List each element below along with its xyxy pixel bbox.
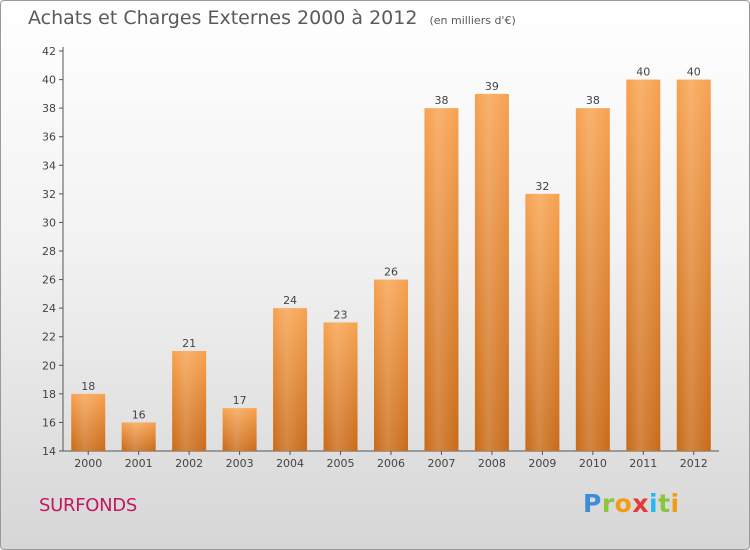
bar-highlight: [323, 322, 358, 451]
data-label: 40: [636, 66, 650, 79]
logo-letter: x: [632, 489, 649, 518]
data-label: 24: [283, 294, 297, 307]
y-tick-label: 42: [42, 45, 56, 58]
data-label: 40: [687, 66, 701, 79]
y-tick-label: 36: [42, 131, 56, 144]
y-tick-label: 32: [42, 188, 56, 201]
logo-letter: i: [649, 489, 659, 518]
bar-highlight: [474, 93, 509, 451]
data-label: 26: [384, 266, 398, 279]
data-label: 38: [434, 94, 448, 107]
logo-letter: i: [670, 489, 680, 518]
logo-letter: t: [658, 489, 671, 518]
x-tick-label: 2002: [175, 457, 203, 470]
y-tick-label: 18: [42, 388, 56, 401]
x-tick-label: 2000: [74, 457, 102, 470]
data-label: 32: [535, 180, 549, 193]
bar-highlight: [121, 422, 156, 451]
data-label: 18: [81, 380, 95, 393]
x-tick-label: 2010: [579, 457, 607, 470]
y-tick-label: 20: [42, 359, 56, 372]
x-tick-label: 2005: [327, 457, 355, 470]
bar-highlight: [525, 193, 560, 451]
x-tick-label: 2011: [629, 457, 657, 470]
y-tick-label: 28: [42, 245, 56, 258]
logo-letter: P: [583, 489, 602, 518]
chart-title-text: Achats et Charges Externes 2000 à 2012: [28, 7, 418, 29]
chart-title: Achats et Charges Externes 2000 à 2012 (e…: [28, 7, 516, 29]
bar-highlight: [71, 393, 106, 451]
y-tick-label: 30: [42, 216, 56, 229]
y-tick-label: 34: [42, 159, 56, 172]
bar-highlight: [222, 408, 257, 451]
x-tick-label: 2001: [125, 457, 153, 470]
bar-highlight: [424, 108, 459, 452]
y-tick-label: 24: [42, 302, 56, 315]
x-tick-label: 2008: [478, 457, 506, 470]
data-label: 17: [233, 394, 247, 407]
bar-highlight: [575, 108, 610, 452]
logo-letter: r: [601, 489, 615, 518]
data-label: 38: [586, 94, 600, 107]
y-tick-label: 38: [42, 102, 56, 115]
data-label: 16: [132, 408, 146, 421]
y-tick-label: 14: [42, 445, 56, 458]
bar-highlight: [374, 279, 408, 451]
x-tick-label: 2009: [528, 457, 556, 470]
commune-name: SURFONDS: [39, 495, 137, 516]
data-label: 23: [334, 308, 348, 321]
x-tick-label: 2007: [427, 457, 455, 470]
data-label: 39: [485, 80, 499, 93]
bar-highlight: [676, 79, 711, 452]
proxiti-logo: Proxiti: [583, 489, 680, 518]
logo-letter: o: [614, 489, 633, 518]
bar-highlight: [172, 351, 207, 451]
y-tick-label: 40: [42, 74, 56, 87]
x-tick-label: 2006: [377, 457, 405, 470]
bar-highlight: [273, 308, 308, 451]
y-tick-label: 16: [42, 416, 56, 429]
x-tick-label: 2012: [680, 457, 708, 470]
y-tick-label: 26: [42, 274, 56, 287]
x-tick-label: 2003: [226, 457, 254, 470]
chart-subtitle: (en milliers d'€): [429, 14, 516, 27]
y-tick-label: 22: [42, 331, 56, 344]
x-tick-label: 2004: [276, 457, 304, 470]
bar-highlight: [626, 79, 661, 452]
data-label: 21: [182, 337, 196, 350]
